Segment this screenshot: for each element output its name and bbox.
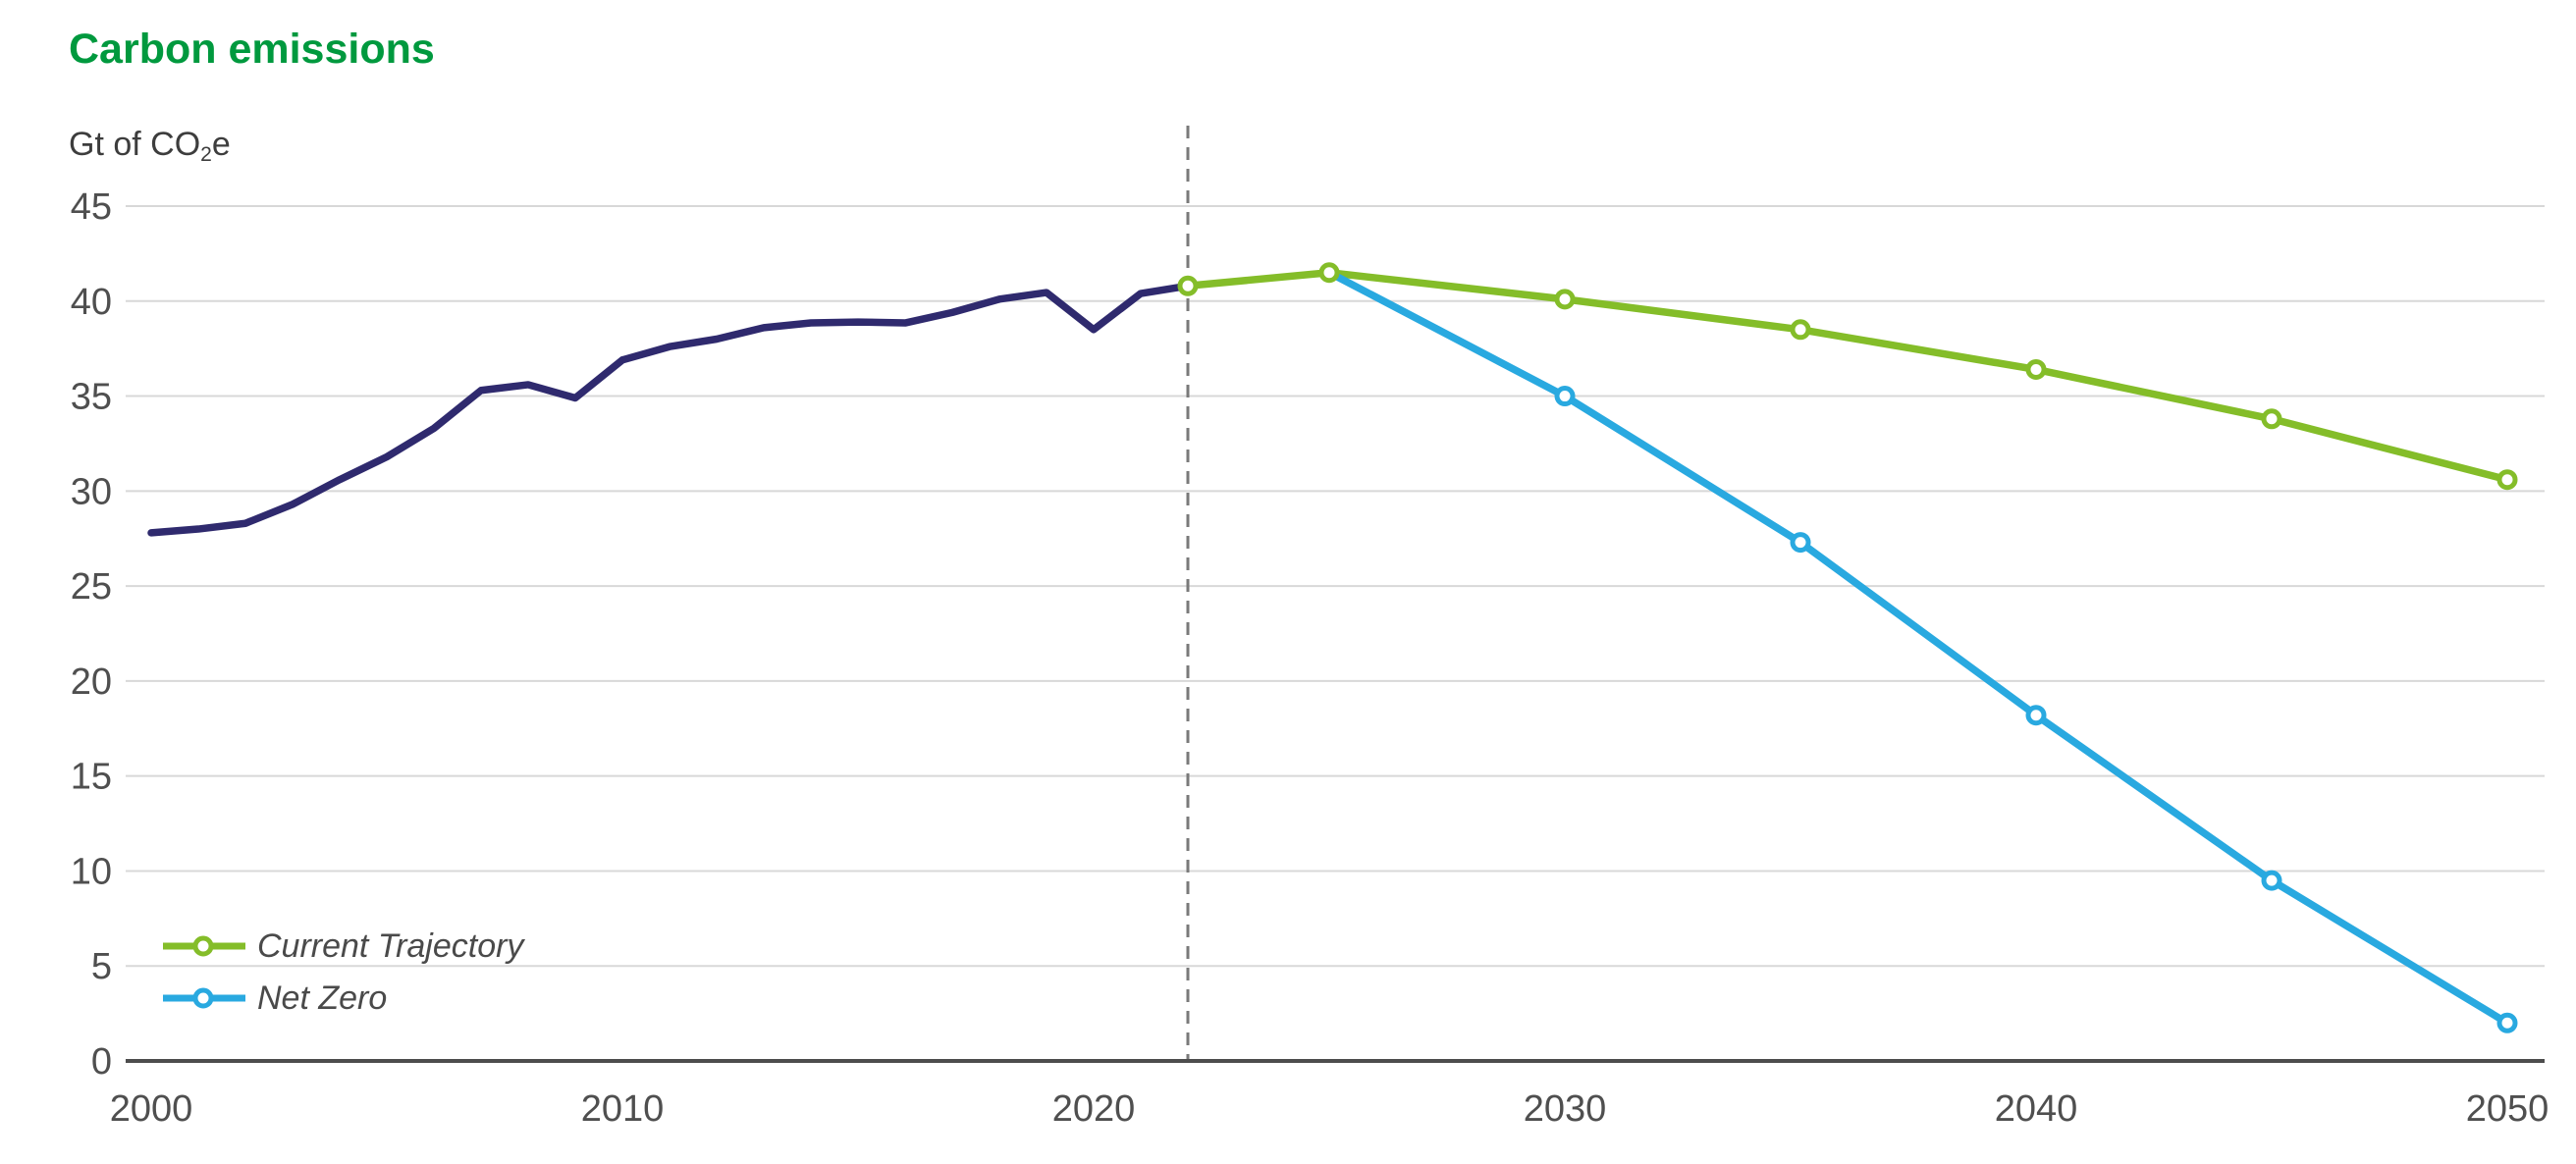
unit-prefix: Gt of CO (69, 126, 201, 163)
unit-subscript: 2 (200, 142, 212, 166)
legend-label-current-trajectory: Current Trajectory (257, 926, 524, 965)
marker-current-trajectory-2022 (1177, 275, 1199, 296)
y-axis-unit-label: Gt of CO2e (69, 126, 231, 167)
y-tick-label-25: 25 (71, 566, 112, 608)
marker-net-zero-2035 (1790, 532, 1811, 554)
y-tick-label-40: 40 (71, 282, 112, 323)
chart-legend: Current Trajectory Net Zero (163, 920, 523, 1024)
y-tick-label-45: 45 (71, 186, 112, 228)
series-line-net-zero (1325, 268, 2511, 1028)
x-tick-label-2050: 2050 (2466, 1088, 2549, 1130)
series-line-history (147, 282, 1192, 537)
marker-net-zero-2045 (2261, 870, 2282, 891)
legend-item-net-zero: Net Zero (163, 972, 523, 1024)
x-tick-label-2040: 2040 (1995, 1088, 2078, 1130)
marker-net-zero-2030 (1554, 386, 1576, 407)
unit-suffix: e (211, 126, 231, 163)
marker-current-trajectory-2035 (1790, 319, 1811, 341)
chart-title: Carbon emissions (69, 26, 435, 73)
marker-current-trajectory-2025 (1318, 262, 1340, 284)
y-tick-label-5: 5 (91, 946, 112, 987)
y-tick-label-15: 15 (71, 757, 112, 798)
x-tick-label-2010: 2010 (581, 1088, 665, 1130)
marker-current-trajectory-2030 (1554, 289, 1576, 310)
marker-net-zero-2040 (2025, 705, 2047, 726)
y-tick-label-20: 20 (71, 661, 112, 703)
y-tick-label-30: 30 (71, 471, 112, 512)
x-tick-label-2020: 2020 (1052, 1088, 1136, 1130)
legend-item-current-trajectory: Current Trajectory (163, 920, 523, 972)
marker-net-zero-2050 (2496, 1012, 2518, 1033)
y-tick-label-0: 0 (91, 1041, 112, 1083)
marker-current-trajectory-2050 (2496, 469, 2518, 491)
legend-label-net-zero: Net Zero (257, 979, 388, 1017)
x-tick-label-2000: 2000 (110, 1088, 193, 1130)
marker-current-trajectory-2045 (2261, 408, 2282, 430)
marker-current-trajectory-2040 (2025, 358, 2047, 380)
y-tick-label-35: 35 (71, 377, 112, 418)
y-tick-label-10: 10 (71, 851, 112, 892)
current-trajectory-line-marker-icon (163, 935, 245, 956)
net-zero-line-marker-icon (163, 987, 245, 1008)
x-tick-label-2030: 2030 (1524, 1088, 1607, 1130)
